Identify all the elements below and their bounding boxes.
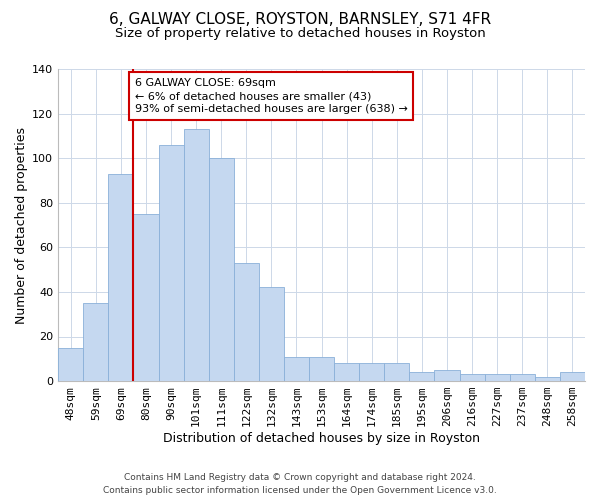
Bar <box>184 129 209 381</box>
Bar <box>158 145 184 381</box>
Bar <box>384 363 409 381</box>
Bar <box>284 356 309 381</box>
Bar <box>359 363 384 381</box>
Bar <box>434 370 460 381</box>
Bar <box>510 374 535 381</box>
Bar <box>309 356 334 381</box>
Text: Size of property relative to detached houses in Royston: Size of property relative to detached ho… <box>115 28 485 40</box>
Bar <box>109 174 133 381</box>
Bar <box>133 214 158 381</box>
Bar <box>234 263 259 381</box>
Bar <box>409 372 434 381</box>
Text: 6, GALWAY CLOSE, ROYSTON, BARNSLEY, S71 4FR: 6, GALWAY CLOSE, ROYSTON, BARNSLEY, S71 … <box>109 12 491 28</box>
Bar <box>334 363 359 381</box>
Bar <box>259 288 284 381</box>
Bar <box>560 372 585 381</box>
Bar <box>535 376 560 381</box>
Bar <box>460 374 485 381</box>
Bar <box>485 374 510 381</box>
X-axis label: Distribution of detached houses by size in Royston: Distribution of detached houses by size … <box>163 432 480 445</box>
Text: 6 GALWAY CLOSE: 69sqm
← 6% of detached houses are smaller (43)
93% of semi-detac: 6 GALWAY CLOSE: 69sqm ← 6% of detached h… <box>134 78 407 114</box>
Bar <box>83 303 109 381</box>
Bar <box>58 348 83 381</box>
Y-axis label: Number of detached properties: Number of detached properties <box>15 126 28 324</box>
Text: Contains HM Land Registry data © Crown copyright and database right 2024.
Contai: Contains HM Land Registry data © Crown c… <box>103 474 497 495</box>
Bar <box>209 158 234 381</box>
